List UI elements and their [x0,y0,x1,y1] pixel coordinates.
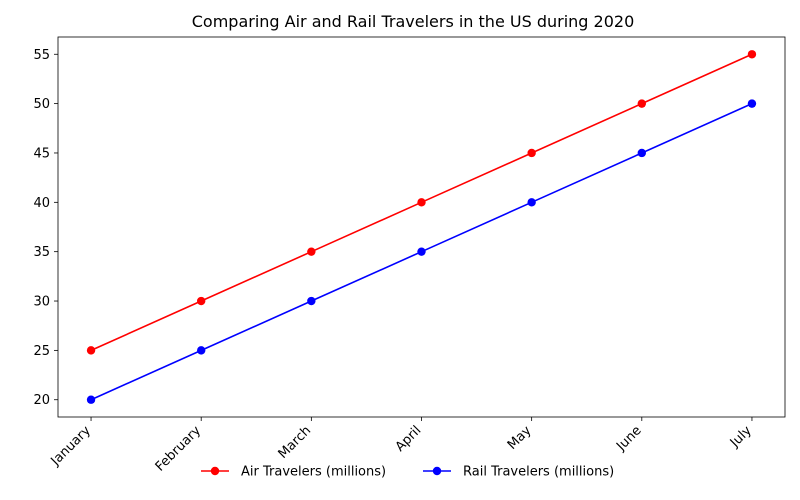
axes: 20 25 30 35 40 45 50 55 January February March Apri… [33,36,786,475]
series-2-point [637,148,647,158]
legend-label-1: Air Travelers (millions) [241,465,386,480]
y-tick-label: 30 [33,295,50,310]
x-tick-label: April [393,423,425,455]
y-tick-label: 25 [33,344,50,359]
series-1-point [307,247,316,256]
y-tick-label: 55 [33,48,50,63]
y-tick-label: 20 [33,393,50,408]
y-tick-label: 35 [33,245,50,260]
legend-marker-2 [432,466,442,476]
x-tick-label: May [505,423,535,453]
series-1-point [747,50,757,59]
plot-frame [57,36,786,418]
series-1-point [637,99,647,108]
x-tick-label: January [48,423,94,469]
series-2-point [196,346,206,355]
series-1-point [86,346,96,355]
x-tick-label: June [613,423,644,454]
series-2-point [527,198,536,207]
y-tick-label: 40 [33,196,50,211]
chart-title: Comparing Air and Rail Travelers in the … [192,12,635,31]
legend-label-2: Rail Travelers (millions) [463,465,614,480]
x-tick-label: February [153,423,205,475]
series-1-point [196,296,206,306]
y-tick-label: 45 [33,146,50,161]
series-2-point [307,296,316,306]
y-tick-label: 50 [33,97,50,112]
legend-marker-1 [210,466,220,476]
series-1-point [527,148,536,158]
x-tick-label: March [276,423,315,462]
series-2-point [417,247,426,256]
series-2-point [747,99,757,108]
series-1-point [417,198,426,207]
legend: Air Travelers (millions) Rail Travelers (… [201,465,614,480]
series-group [86,50,757,404]
series-2-point [86,395,96,404]
x-tick-label: July [727,423,755,451]
